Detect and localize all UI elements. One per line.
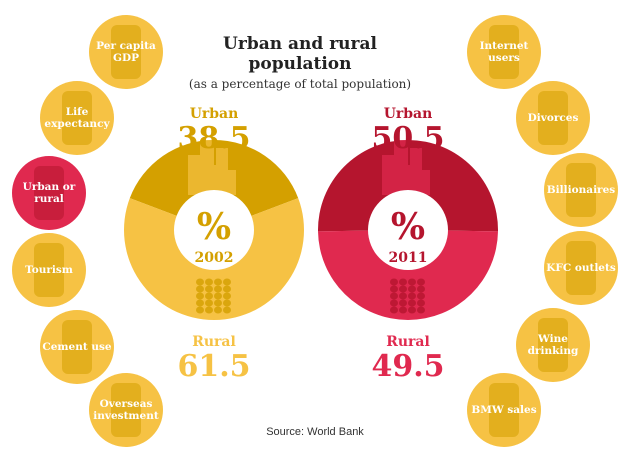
couple-icon bbox=[538, 91, 568, 145]
year-2011: 2011 bbox=[388, 250, 428, 266]
car-icon bbox=[489, 383, 519, 437]
globe-icon bbox=[111, 383, 141, 437]
urban-value-2011: 50.5 bbox=[371, 121, 445, 156]
cement-truck-icon bbox=[62, 320, 92, 374]
badge-label: BMW sales bbox=[471, 404, 537, 416]
source-note: Source: World Bank bbox=[266, 426, 364, 438]
slice-rural-2011 bbox=[318, 230, 498, 321]
donut-hole-2011 bbox=[368, 190, 448, 270]
wheat-icon bbox=[390, 278, 425, 314]
badge-bmw-sales[interactable]: BMW sales bbox=[467, 373, 541, 447]
chart-subtitle: (as a percentage of total population) bbox=[188, 77, 412, 91]
money-stack-icon bbox=[566, 163, 596, 217]
year-2002: 2002 bbox=[194, 250, 234, 266]
chart-title: Urban and rural population bbox=[223, 34, 377, 74]
urban-label-2011: Urban bbox=[383, 106, 433, 122]
badge-kfc-outlets[interactable]: KFC outlets bbox=[544, 231, 618, 305]
badge-label: Divorces bbox=[527, 112, 579, 124]
badge-label: Billionaires bbox=[546, 184, 616, 196]
plane-palm-icon bbox=[34, 243, 64, 297]
badge-label: Overseas investment bbox=[93, 398, 159, 422]
badge-label: Cement use bbox=[42, 341, 112, 353]
rural-label-2002: Rural bbox=[192, 334, 236, 350]
badge-cement-use[interactable]: Cement use bbox=[40, 310, 114, 384]
rural-value-2011: 49.5 bbox=[371, 349, 445, 384]
wine-bottle-icon bbox=[538, 318, 568, 372]
wheat-icon bbox=[196, 278, 231, 314]
badge-wine-drinking[interactable]: Wine drinking bbox=[516, 308, 590, 382]
rural-value-2002: 61.5 bbox=[177, 349, 251, 384]
badge-label: Per capita GDP bbox=[96, 40, 156, 64]
badge-label: Tourism bbox=[25, 264, 73, 276]
percent-symbol-2002: % bbox=[196, 206, 232, 248]
badge-tourism[interactable]: Tourism bbox=[12, 233, 86, 307]
badge-urban-or-rural[interactable]: Urban or rural bbox=[12, 156, 86, 230]
badge-overseas-investment[interactable]: Overseas investment bbox=[89, 373, 163, 447]
laptop-icon bbox=[489, 25, 519, 79]
badge-label: Internet users bbox=[479, 40, 529, 64]
badge-label: KFC outlets bbox=[546, 262, 616, 274]
badge-divorces[interactable]: Divorces bbox=[516, 81, 590, 155]
badge-billionaires[interactable]: Billionaires bbox=[544, 153, 618, 227]
urban-value-2002: 38.5 bbox=[177, 121, 251, 156]
urban-label-2002: Urban bbox=[189, 106, 239, 122]
badge-label: Wine drinking bbox=[527, 333, 579, 357]
chicken-icon bbox=[566, 241, 596, 295]
badge-label: Urban or rural bbox=[22, 181, 76, 205]
badge-per-capita-gdp[interactable]: Per capita GDP bbox=[89, 15, 163, 89]
baby-icon bbox=[62, 91, 92, 145]
donut-hole-2002 bbox=[174, 190, 254, 270]
badge-life-expectancy[interactable]: Life expectancy bbox=[40, 81, 114, 155]
city-icon bbox=[188, 140, 236, 195]
person-icon bbox=[111, 25, 141, 79]
city-icon bbox=[34, 166, 64, 220]
percent-symbol-2011: % bbox=[390, 206, 426, 248]
rural-label-2011: Rural bbox=[386, 334, 430, 350]
city-icon bbox=[382, 140, 430, 195]
badge-internet-users[interactable]: Internet users bbox=[467, 15, 541, 89]
badge-label: Life expectancy bbox=[44, 106, 110, 130]
